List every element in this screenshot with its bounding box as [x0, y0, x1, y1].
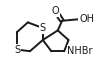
- Text: O: O: [52, 6, 59, 16]
- Text: S: S: [40, 23, 46, 33]
- Text: S: S: [14, 45, 20, 55]
- Text: OH: OH: [79, 14, 94, 24]
- Text: NHBr: NHBr: [67, 46, 93, 56]
